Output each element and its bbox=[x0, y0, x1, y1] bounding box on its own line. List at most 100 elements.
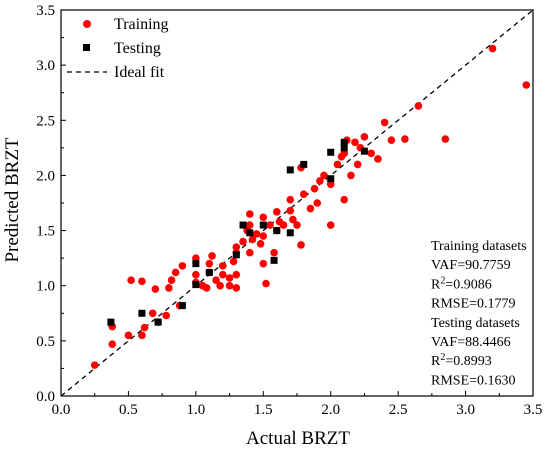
training-point bbox=[340, 195, 349, 204]
training-point bbox=[225, 274, 234, 282]
x-tick-label: 0.0 bbox=[52, 402, 71, 418]
training-point bbox=[293, 221, 301, 229]
training-point bbox=[205, 259, 214, 268]
training-point bbox=[374, 155, 382, 163]
y-tick-label: 3.0 bbox=[36, 58, 55, 74]
testing-point bbox=[246, 229, 254, 237]
training-point bbox=[202, 284, 211, 292]
training-point bbox=[140, 323, 149, 332]
legend-ideal-fit-label: Ideal fit bbox=[114, 64, 165, 81]
testing-point bbox=[286, 166, 294, 174]
training-point bbox=[340, 149, 349, 158]
training-point bbox=[347, 171, 355, 180]
x-tick-label: 1.0 bbox=[186, 402, 205, 418]
legend-testing-label: Testing bbox=[114, 40, 161, 57]
training-point bbox=[522, 81, 531, 89]
training-point bbox=[90, 361, 99, 369]
training-point bbox=[310, 184, 319, 193]
training-point bbox=[313, 199, 322, 207]
training-point bbox=[272, 208, 281, 216]
testing-point bbox=[192, 260, 200, 268]
training-point bbox=[219, 262, 227, 270]
training-point bbox=[178, 262, 187, 270]
testing-point bbox=[154, 318, 162, 326]
training-point bbox=[171, 268, 180, 277]
x-axis-title: Actual BRZT bbox=[246, 428, 350, 449]
training-point bbox=[289, 215, 297, 224]
testing-point bbox=[107, 318, 115, 326]
training-point bbox=[414, 102, 423, 110]
testing-point bbox=[138, 309, 146, 317]
training-point bbox=[108, 340, 117, 348]
x-tick-label: 3.5 bbox=[524, 402, 543, 418]
y-tick-label: 3.5 bbox=[36, 3, 55, 19]
training-point bbox=[316, 177, 324, 185]
testing-point bbox=[340, 144, 348, 152]
training-point bbox=[259, 232, 268, 240]
training-point bbox=[353, 160, 362, 169]
stats-line: Testing datasets bbox=[431, 316, 520, 331]
training-point bbox=[192, 270, 200, 279]
legend-testing-marker bbox=[83, 44, 90, 51]
training-point bbox=[266, 221, 274, 229]
legend-training-marker bbox=[83, 20, 91, 28]
training-point bbox=[326, 221, 335, 229]
training-point bbox=[208, 252, 216, 260]
training-point bbox=[270, 248, 278, 257]
plot-frame bbox=[60, 9, 534, 397]
y-axis-title: Predicted BRZT bbox=[2, 137, 23, 262]
training-point bbox=[320, 171, 328, 180]
training-point bbox=[239, 237, 247, 246]
training-point bbox=[192, 254, 200, 262]
legend: Training Testing Ideal fit bbox=[67, 16, 169, 81]
stats-line: VAF=88.4466 bbox=[431, 335, 511, 350]
training-point bbox=[138, 277, 146, 286]
training-point bbox=[380, 118, 389, 127]
training-point bbox=[151, 285, 160, 293]
y-tick-label: 2.5 bbox=[36, 113, 55, 129]
testing-point bbox=[286, 229, 294, 237]
training-point bbox=[167, 276, 176, 285]
testing-point bbox=[327, 148, 335, 156]
stats-line: RMSE=0.1779 bbox=[431, 297, 516, 312]
x-tick-label: 2.0 bbox=[321, 402, 340, 418]
training-point bbox=[124, 331, 133, 340]
x-tick-label: 1.5 bbox=[254, 402, 273, 418]
testing-point bbox=[205, 268, 213, 276]
training-point bbox=[299, 190, 308, 198]
testing-point bbox=[327, 175, 335, 183]
training-point bbox=[279, 221, 288, 229]
training-point bbox=[246, 248, 254, 257]
ideal-fit-line bbox=[60, 9, 534, 397]
stats-line: R2=0.8993 bbox=[431, 352, 492, 369]
training-point bbox=[246, 221, 254, 229]
testing-point bbox=[178, 302, 186, 310]
training-point bbox=[360, 133, 369, 141]
x-tick-label: 2.5 bbox=[389, 402, 408, 418]
training-point bbox=[326, 180, 335, 189]
training-point bbox=[387, 136, 396, 144]
y-tick-label: 0.0 bbox=[36, 389, 55, 405]
stats-line: Training datasets bbox=[431, 239, 527, 254]
training-point bbox=[165, 284, 173, 292]
training-point bbox=[333, 160, 342, 169]
training-point bbox=[297, 241, 305, 249]
training-point bbox=[225, 281, 234, 290]
testing-point bbox=[239, 221, 247, 229]
training-point bbox=[286, 206, 295, 215]
training-point bbox=[306, 204, 315, 213]
training-point bbox=[441, 135, 450, 143]
training-point bbox=[232, 270, 241, 279]
data-points bbox=[90, 44, 531, 369]
training-point bbox=[351, 138, 359, 147]
training-point bbox=[216, 281, 224, 290]
stats-box: Training datasets VAF=90.7759 R2=0.9086 RMS… bbox=[431, 239, 527, 388]
training-point bbox=[259, 213, 268, 222]
axis-ticks: 0.0 0.5 1.0 1.5 2.0 2.5 3.0 3.5 0.0 0.5 1.0 1.5 2.0 2… bbox=[36, 3, 542, 418]
training-point bbox=[286, 195, 295, 204]
legend-training-label: Training bbox=[114, 16, 169, 33]
training-point bbox=[252, 230, 261, 238]
training-point bbox=[367, 149, 375, 158]
